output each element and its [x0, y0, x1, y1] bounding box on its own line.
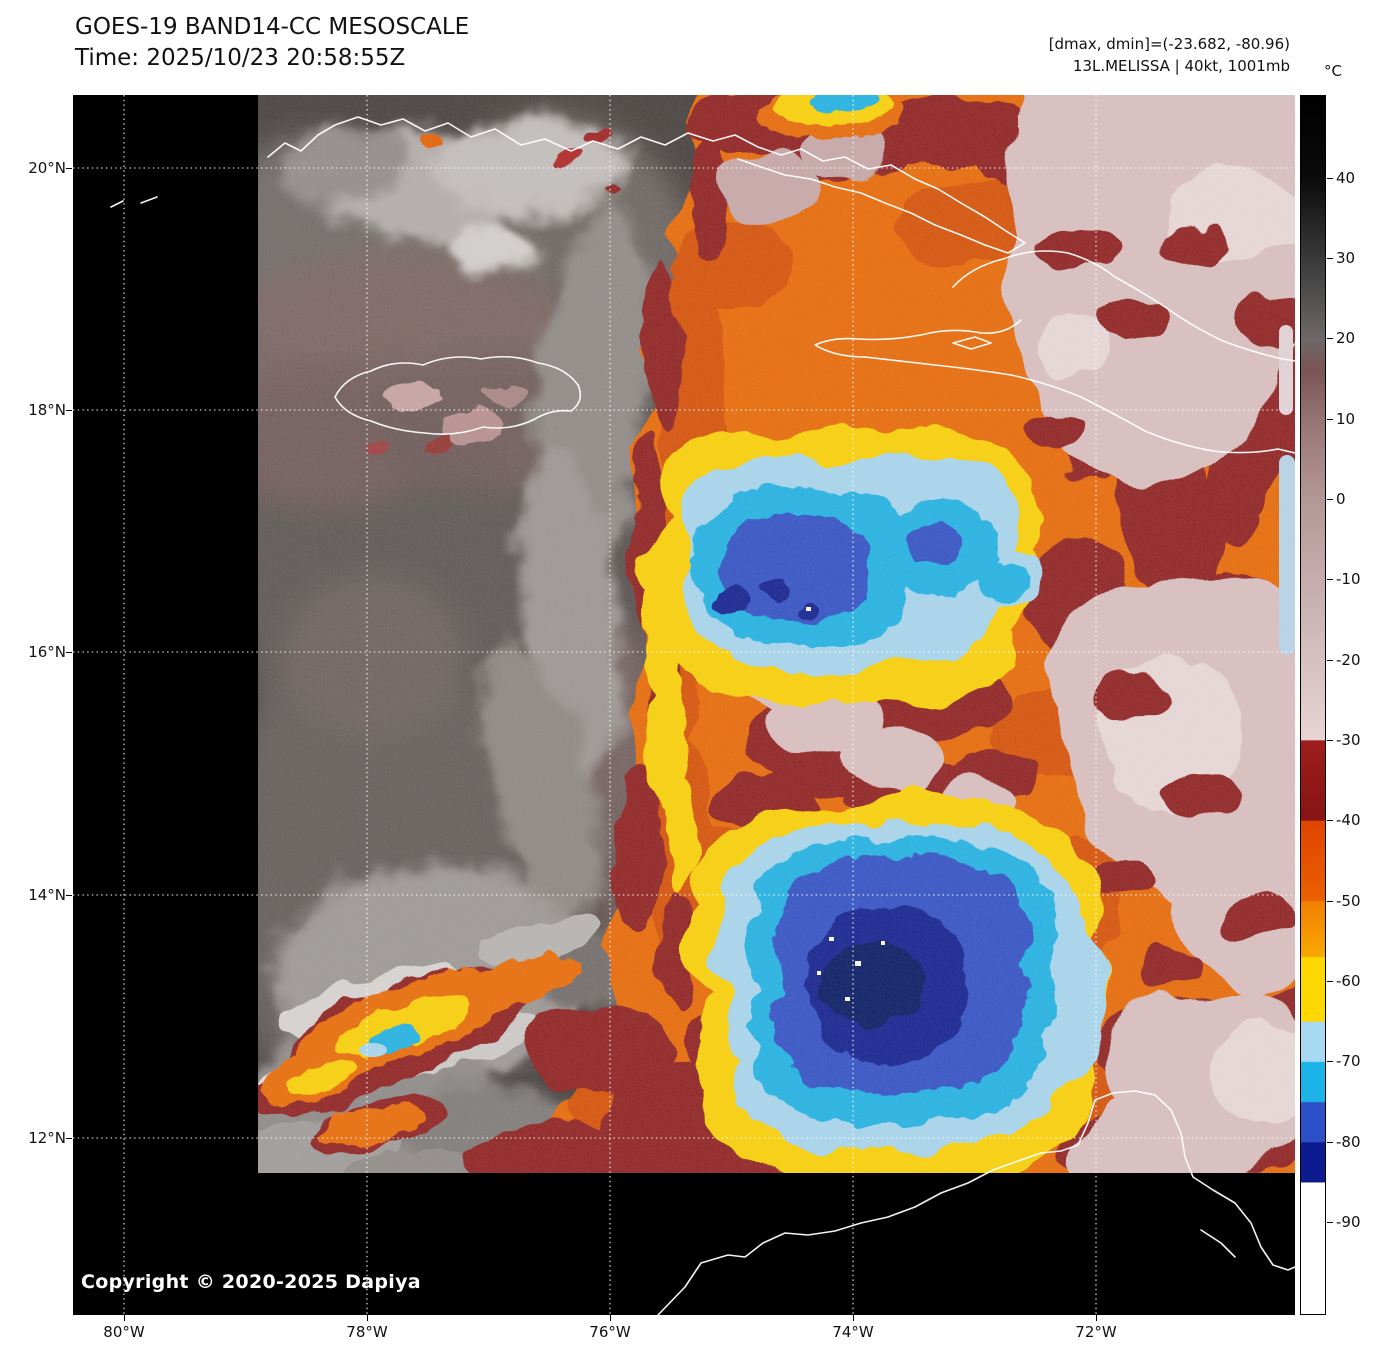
- lon-tick: [610, 1315, 611, 1321]
- page-title: GOES-19 BAND14-CC MESOSCALE: [75, 14, 470, 40]
- colorbar-tick: [1327, 740, 1333, 741]
- coastline-cayman-islands: [110, 196, 158, 208]
- colorbar-tick-label: 20: [1336, 329, 1356, 347]
- dmax-dmin-readout: [dmax, dmin]=(-23.682, -80.96): [1048, 35, 1290, 53]
- colorbar-tick-label: -70: [1336, 1052, 1361, 1070]
- colorbar-tick: [1327, 338, 1333, 339]
- lon-tick-label: 78°W: [346, 1323, 388, 1341]
- satellite-map-svg: [73, 95, 1295, 1315]
- lat-tick-label: 18°N: [28, 401, 66, 419]
- colorbar-tick-label: -90: [1336, 1213, 1361, 1231]
- colorbar-tick: [1327, 1142, 1333, 1143]
- coastline-jamaica: [334, 355, 582, 435]
- satellite-imagery: [258, 95, 1295, 1173]
- lat-tick: [66, 895, 72, 896]
- coastline-cuba: [267, 116, 1026, 254]
- colorbar-tick-label: -10: [1336, 570, 1361, 588]
- header-titles: GOES-19 BAND14-CC MESOSCALE Time: 2025/1…: [75, 12, 469, 74]
- colorbar-tick-label: -80: [1336, 1133, 1361, 1151]
- colorbar-tick-label: -60: [1336, 972, 1361, 990]
- lat-tick-label: 14°N: [28, 886, 66, 904]
- storm-readout: 13L.MELISSA | 40kt, 1001mb: [1072, 57, 1290, 75]
- map-plot: Copyright © 2020-2025 Dapiya: [73, 95, 1295, 1315]
- coastlines: [110, 116, 1295, 1315]
- colorbar-tick-label: -50: [1336, 892, 1361, 910]
- colorbar-tick-label: 10: [1336, 410, 1356, 428]
- timestamp: Time: 2025/10/23 20:58:55Z: [75, 45, 406, 71]
- lat-tick-label: 20°N: [28, 159, 66, 177]
- lon-tick-label: 80°W: [103, 1323, 145, 1341]
- colorbar-tick-label: 0: [1336, 490, 1346, 508]
- lon-tick: [124, 1315, 125, 1321]
- lon-tick: [367, 1315, 368, 1321]
- colorbar-tick: [1327, 901, 1333, 902]
- colorbar-tick-label: -20: [1336, 651, 1361, 669]
- coastline-south-america: [657, 1090, 1295, 1315]
- lat-tick: [66, 1138, 72, 1139]
- colorbar-unit-label: °C: [1324, 62, 1342, 80]
- colorbar-tick-label: -40: [1336, 811, 1361, 829]
- header-readouts: [dmax, dmin]=(-23.682, -80.96) 13L.MELIS…: [1049, 33, 1290, 77]
- colorbar-tick: [1327, 660, 1333, 661]
- colorbar: [1300, 95, 1326, 1315]
- colorbar-tick: [1327, 258, 1333, 259]
- colorbar-tick: [1327, 579, 1333, 580]
- lon-tick-label: 72°W: [1075, 1323, 1117, 1341]
- lon-tick-label: 76°W: [589, 1323, 631, 1341]
- lon-tick: [1096, 1315, 1097, 1321]
- lat-tick: [66, 168, 72, 169]
- colorbar-tick-label: 30: [1336, 249, 1356, 267]
- lat-tick-label: 12°N: [28, 1129, 66, 1147]
- colorbar-tick: [1327, 499, 1333, 500]
- lat-tick: [66, 652, 72, 653]
- lon-tick-label: 74°W: [832, 1323, 874, 1341]
- lat-tick: [66, 410, 72, 411]
- image-grain: [258, 95, 1295, 1173]
- colorbar-tick: [1327, 981, 1333, 982]
- lon-tick: [853, 1315, 854, 1321]
- colorbar-tick: [1327, 178, 1333, 179]
- coastline-hispaniola-south: [814, 319, 1295, 454]
- copyright-text: Copyright © 2020-2025 Dapiya: [81, 1271, 421, 1293]
- colorbar-tick: [1327, 1222, 1333, 1223]
- colorbar-tick: [1327, 419, 1333, 420]
- colorbar-tick-label: -30: [1336, 731, 1361, 749]
- colorbar-tick: [1327, 820, 1333, 821]
- coastline-hispaniola-north: [952, 250, 1295, 362]
- colorbar-tick: [1327, 1061, 1333, 1062]
- lat-tick-label: 16°N: [28, 643, 66, 661]
- graticule: [73, 95, 1295, 1315]
- coastline-gonave-island: [952, 336, 992, 350]
- colorbar-tick-label: 40: [1336, 169, 1356, 187]
